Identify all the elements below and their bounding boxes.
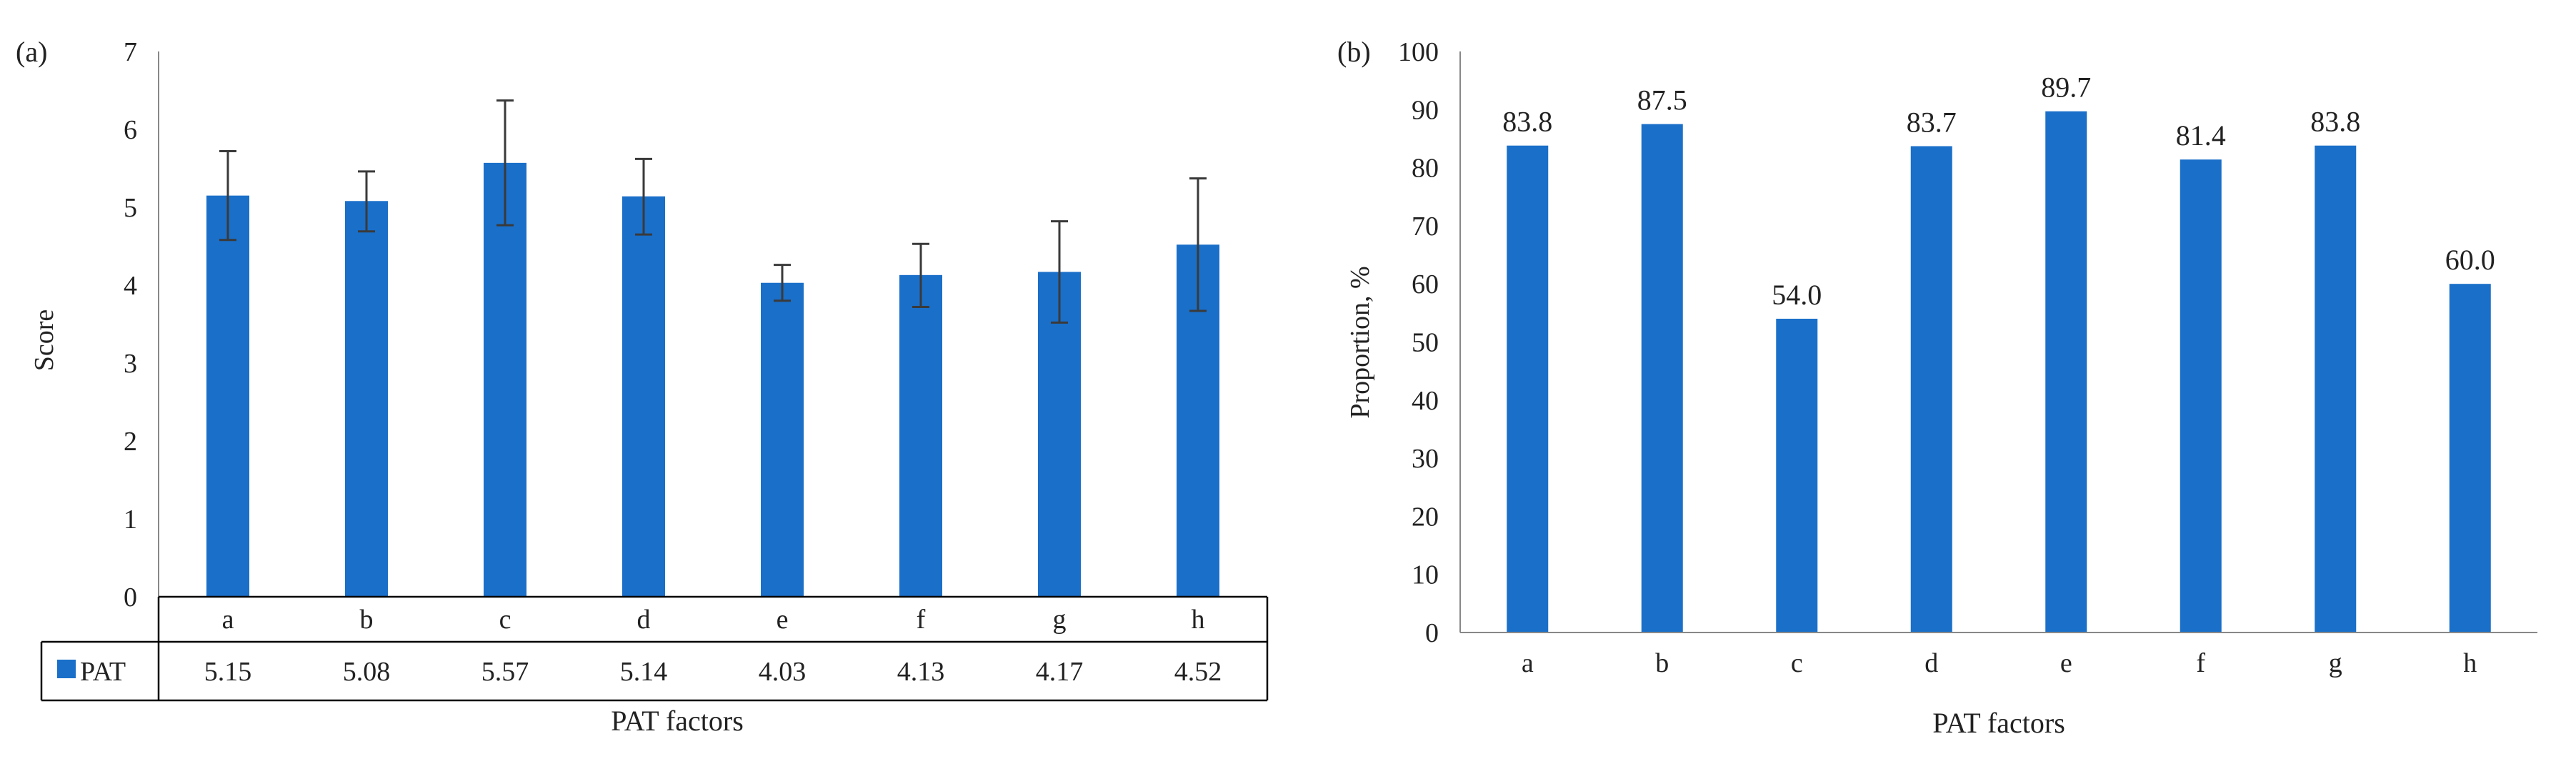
data-table-value: 5.14	[620, 657, 668, 687]
bar	[1641, 124, 1683, 632]
x-tick-label: d	[1924, 648, 1938, 678]
x-tick-label: g	[2329, 648, 2342, 678]
panel-a-y-axis-title: Score	[29, 309, 59, 372]
panel-a-y-axis: 0 1 2 3 4 5 6 7	[124, 37, 159, 612]
panel-a-label: (a)	[16, 36, 47, 68]
bar	[2180, 159, 2222, 632]
panel-b-x-axis: a b c d e f g h	[1460, 632, 2537, 678]
y-tick-label: 1	[124, 505, 137, 535]
y-tick-label: 90	[1412, 95, 1439, 125]
x-tick-label: f	[2196, 648, 2205, 678]
y-tick-label: 3	[124, 349, 137, 379]
x-tick-label: h	[2463, 648, 2477, 678]
y-tick-label: 50	[1412, 328, 1439, 358]
x-tick-label: d	[637, 605, 651, 635]
bar	[484, 162, 526, 597]
x-tick-label: f	[917, 605, 926, 635]
y-tick-label: 40	[1412, 386, 1439, 416]
bar	[2315, 145, 2357, 632]
legend-label: PAT	[80, 657, 126, 687]
data-table-value: 4.03	[759, 657, 807, 687]
bar	[1910, 146, 1952, 633]
data-table-value: 5.15	[204, 657, 252, 687]
y-tick-label: 70	[1412, 212, 1439, 242]
x-tick-label: a	[1522, 648, 1534, 678]
chart-panel-a: (a) Score PAT factors 0 1 2 3 4 5 6 7 a 5.15 b 5.0…	[16, 36, 1269, 737]
panel-a-error-bars	[219, 99, 1207, 324]
x-tick-label: e	[2060, 648, 2072, 678]
x-tick-label: h	[1192, 605, 1205, 635]
data-label: 81.4	[2176, 119, 2226, 152]
panel-a-data-table: a 5.15 b 5.08 c 5.57 d 5.14 e 4.03 f 4.13 g 4.17 h 4.52…	[40, 595, 1269, 702]
x-tick-label: b	[1655, 648, 1669, 678]
panel-b-label: (b)	[1337, 36, 1371, 68]
bar	[345, 201, 388, 597]
panel-b-y-axis-title: Proportion, %	[1345, 266, 1375, 418]
panel-b-bars	[1507, 111, 2491, 633]
bar	[1038, 272, 1081, 597]
y-tick-label: 30	[1412, 444, 1439, 474]
x-tick-label: b	[360, 605, 374, 635]
bar	[622, 196, 665, 597]
data-label: 83.7	[1907, 106, 1957, 139]
y-tick-label: 2	[124, 427, 137, 457]
panel-b-y-axis: 0 10 20 30 40 50 60 70 80 90 100	[1398, 37, 1461, 648]
data-label: 83.8	[1502, 106, 1552, 138]
data-table-value: 4.13	[897, 657, 945, 687]
panel-b-x-axis-title: PAT factors	[1932, 707, 2065, 739]
data-table-value: 4.52	[1174, 657, 1222, 687]
x-tick-label: c	[1791, 648, 1803, 678]
y-tick-label: 0	[1425, 618, 1439, 648]
x-tick-label: c	[499, 605, 511, 635]
data-label: 83.8	[2310, 106, 2360, 138]
x-tick-label: e	[777, 605, 789, 635]
data-label: 60.0	[2445, 244, 2495, 276]
bar	[1776, 318, 1818, 632]
x-tick-label: g	[1053, 605, 1067, 635]
y-tick-label: 100	[1398, 37, 1439, 67]
y-tick-label: 0	[124, 582, 137, 612]
legend-swatch	[57, 660, 76, 678]
y-tick-label: 6	[124, 115, 137, 145]
bar	[1507, 145, 1549, 632]
data-label: 54.0	[1772, 279, 1822, 311]
data-label: 89.7	[2041, 71, 2091, 104]
y-tick-label: 5	[124, 193, 137, 223]
y-tick-label: 4	[124, 271, 137, 301]
panel-a-x-axis-title: PAT factors	[611, 705, 744, 737]
panel-a-bars	[206, 162, 1219, 597]
bar	[2045, 111, 2087, 632]
x-tick-label: a	[222, 605, 234, 635]
y-tick-label: 80	[1412, 154, 1439, 184]
y-tick-label: 20	[1412, 502, 1439, 532]
data-table-value: 4.17	[1036, 657, 1084, 687]
data-table-value: 5.57	[481, 657, 529, 687]
chart-panel-b: (b) Proportion, % PAT factors 0 10 20 30 40 5…	[1337, 36, 2537, 739]
y-tick-label: 7	[124, 37, 137, 67]
bar	[206, 195, 249, 597]
y-tick-label: 60	[1412, 269, 1439, 299]
panel-b-value-labels: 83.8 87.5 54.0 83.7 89.7 81.4 83.8 60.0	[1502, 71, 2495, 311]
bar	[2449, 284, 2491, 632]
y-tick-label: 10	[1412, 560, 1439, 590]
data-label: 87.5	[1637, 84, 1687, 116]
bar	[899, 274, 942, 597]
data-table-value: 5.08	[343, 657, 391, 687]
bar	[761, 282, 804, 597]
